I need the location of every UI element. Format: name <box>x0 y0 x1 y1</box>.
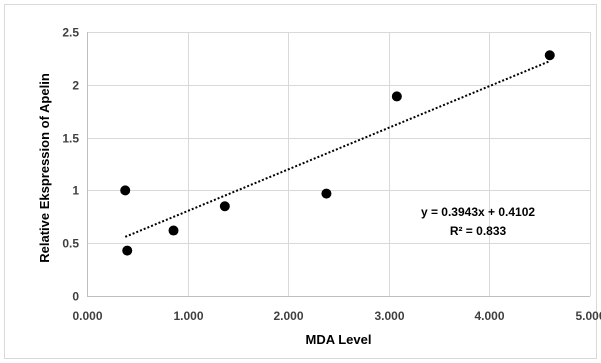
trendline-r2-label: R² = 0.833 <box>450 224 507 238</box>
x-tick-label: 2.000 <box>273 309 303 323</box>
data-point <box>321 188 332 199</box>
y-axis-title: Relative Ekspression of Apelin <box>37 73 52 263</box>
trendline-equation-label: y = 0.3943x + 0.4102 <box>421 205 535 219</box>
trendline-group <box>124 60 551 238</box>
x-tick-label: 3.000 <box>374 309 404 323</box>
data-points <box>120 50 555 256</box>
x-tick-label: 1.000 <box>173 309 203 323</box>
x-tick-label: 0.000 <box>72 309 102 323</box>
gridlines <box>87 32 591 296</box>
x-axis-title: MDA Level <box>306 332 372 347</box>
y-tick-label: 1 <box>72 184 79 198</box>
y-tick-label: 2 <box>72 79 79 93</box>
data-point <box>122 245 133 256</box>
y-tick-label: 1.5 <box>62 132 79 146</box>
y-tick-label: 0 <box>72 290 79 304</box>
data-point <box>120 185 131 196</box>
data-point <box>544 50 555 61</box>
y-tick-label: 2.5 <box>62 26 79 40</box>
y-tick-label: 0.5 <box>62 237 79 251</box>
data-point <box>219 201 230 212</box>
axes <box>87 32 590 297</box>
x-tick-label: 4.000 <box>474 309 504 323</box>
chart-frame <box>4 4 597 359</box>
data-point <box>168 225 179 236</box>
x-tick-label: 5.000 <box>575 309 601 323</box>
trendline <box>124 60 551 238</box>
y-tick-labels: 0 0.5 1 1.5 2 2.5 <box>62 26 79 304</box>
x-tick-labels: 0.000 1.000 2.000 3.000 4.000 5.000 <box>72 309 601 323</box>
data-point <box>391 91 402 102</box>
